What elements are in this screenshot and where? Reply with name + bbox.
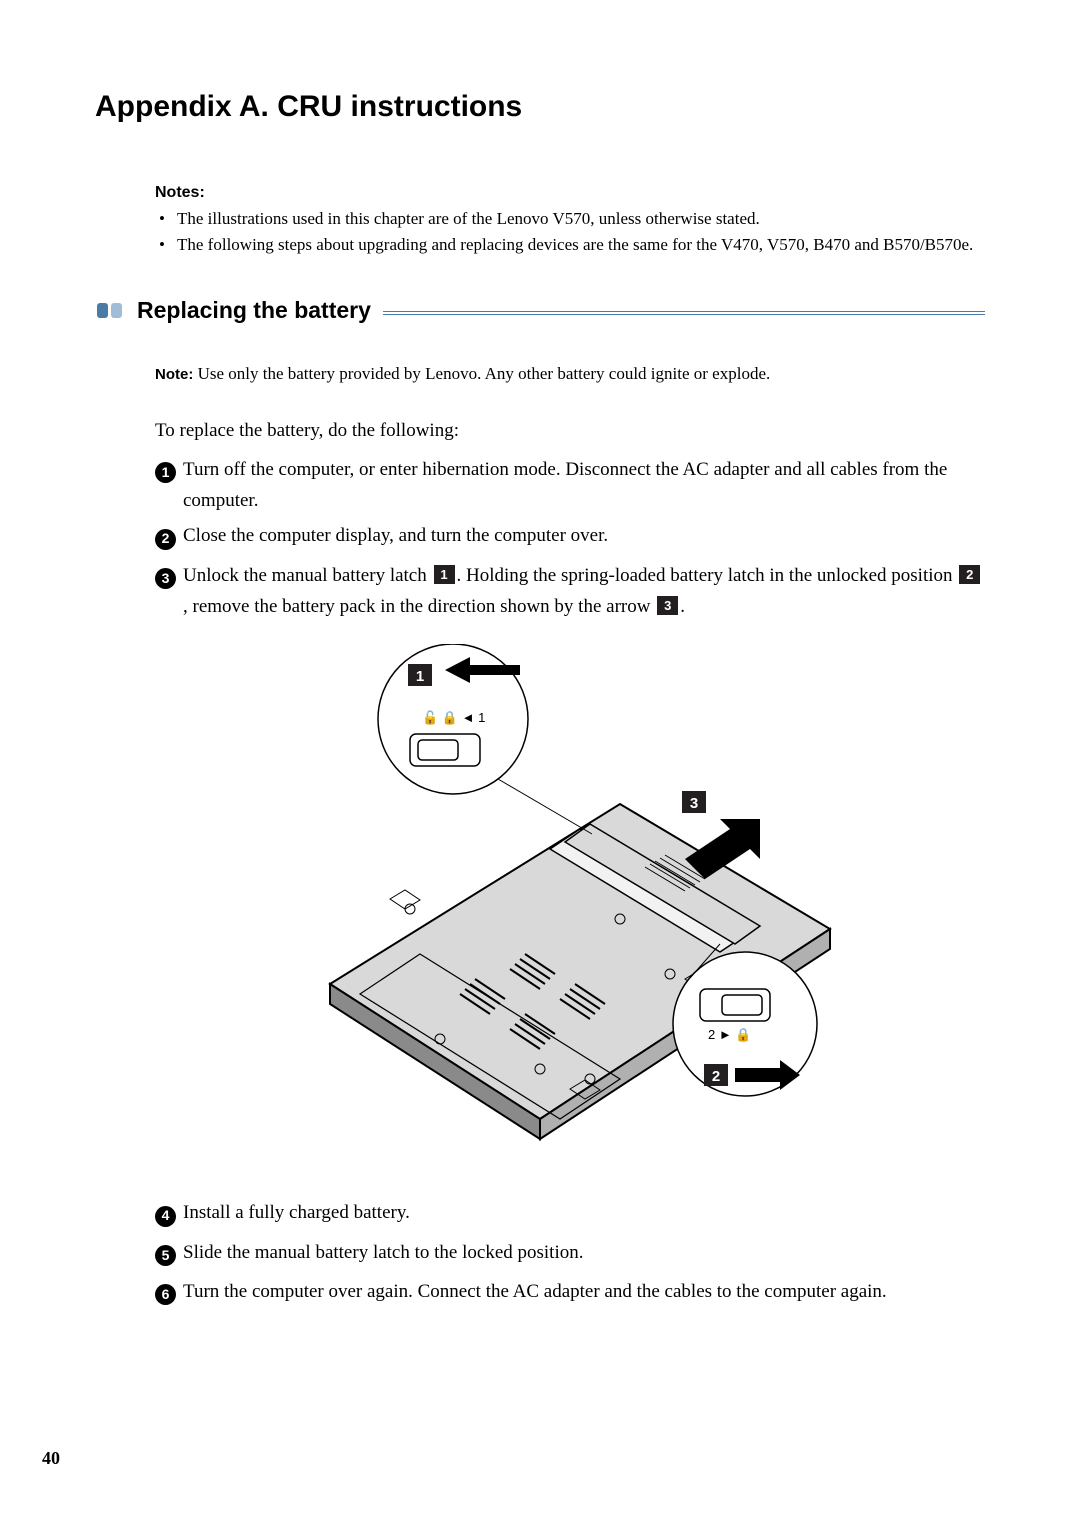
notes-heading: Notes:	[155, 184, 985, 202]
figure: 3 🔓 🔒 ◄ 1 1	[155, 644, 985, 1169]
bullet-icon	[111, 303, 122, 318]
step-text: Turn the computer over again. Connect th…	[183, 1276, 985, 1307]
step-text: Slide the manual battery latch to the lo…	[183, 1237, 985, 1268]
page-title: Appendix A. CRU instructions	[95, 90, 985, 124]
step-item: 1Turn off the computer, or enter hiberna…	[155, 454, 985, 517]
step-number: 5	[155, 1241, 183, 1272]
callout-label: 2	[959, 565, 980, 584]
section-body: Note: Use only the battery provided by L…	[155, 362, 985, 1312]
step-text: Close the computer display, and turn the…	[183, 520, 985, 551]
step-item: 5Slide the manual battery latch to the l…	[155, 1237, 985, 1272]
svg-text:3: 3	[690, 795, 698, 812]
step-text: Unlock the manual battery latch 1. Holdi…	[183, 560, 985, 623]
step-number: 1	[155, 458, 183, 489]
intro-text: To replace the battery, do the following…	[155, 420, 985, 442]
notes-list-item: The following steps about upgrading and …	[155, 234, 985, 257]
steps-list: 1Turn off the computer, or enter hiberna…	[155, 454, 985, 623]
step-number: 4	[155, 1201, 183, 1232]
notes-list-item: The illustrations used in this chapter a…	[155, 208, 985, 231]
callout-label: 1	[434, 565, 455, 584]
step-item: 6Turn the computer over again. Connect t…	[155, 1276, 985, 1311]
step-item: 2Close the computer display, and turn th…	[155, 520, 985, 555]
step-number: 6	[155, 1280, 183, 1311]
notes-block: Notes: The illustrations used in this ch…	[155, 184, 985, 257]
step-number: 3	[155, 564, 183, 595]
steps-list-cont: 4Install a fully charged battery.5Slide …	[155, 1197, 985, 1311]
step-text: Install a fully charged battery.	[183, 1197, 985, 1228]
svg-text:1: 1	[416, 668, 424, 685]
step-text: Turn off the computer, or enter hibernat…	[183, 454, 985, 517]
svg-text:2 ► 🔒: 2 ► 🔒	[708, 1027, 752, 1042]
step-item: 3Unlock the manual battery latch 1. Hold…	[155, 560, 985, 623]
svg-text:🔓 🔒 ◄ 1: 🔓 🔒 ◄ 1	[422, 710, 485, 725]
step-number: 2	[155, 524, 183, 555]
page-number: 40	[42, 1448, 60, 1469]
notes-list: The illustrations used in this chapter a…	[155, 208, 985, 257]
callout-label: 3	[657, 596, 678, 615]
section-heading-text: Replacing the battery	[137, 297, 371, 324]
section-heading-rule	[383, 311, 985, 313]
inline-note: Note: Use only the battery provided by L…	[155, 362, 985, 386]
step-item: 4Install a fully charged battery.	[155, 1197, 985, 1232]
inline-note-label: Note:	[155, 366, 193, 383]
battery-diagram: 3 🔓 🔒 ◄ 1 1	[290, 644, 850, 1164]
section-heading: Replacing the battery	[95, 297, 985, 324]
svg-text:2: 2	[712, 1068, 720, 1085]
inline-note-text: Use only the battery provided by Lenovo.…	[193, 364, 770, 383]
heading-bullets	[97, 303, 127, 318]
bullet-icon	[97, 303, 108, 318]
page: Appendix A. CRU instructions Notes: The …	[0, 0, 1080, 1529]
